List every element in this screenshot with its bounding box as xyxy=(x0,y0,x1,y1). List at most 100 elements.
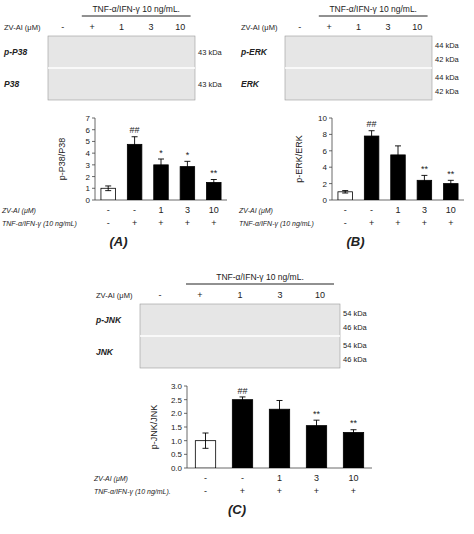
header-line xyxy=(319,16,428,17)
error-cap xyxy=(132,136,138,137)
error-bar xyxy=(342,191,348,193)
panel-title: (A) xyxy=(109,234,127,249)
error-cap xyxy=(369,141,375,142)
error-cap xyxy=(158,159,164,160)
lane-label: ZV-AI (μM) xyxy=(96,291,133,300)
category-row-label: ZV-AI (μM) xyxy=(1,207,36,215)
bar xyxy=(364,136,379,200)
y-tick xyxy=(184,468,187,469)
blot-header: TNF-α/IFN-γ 10 ng/mL. xyxy=(216,272,304,282)
error-cap xyxy=(351,435,357,436)
x-tick-label: 1 xyxy=(395,205,400,215)
y-axis-label: p-JNK/JNK xyxy=(149,405,159,450)
lane-tick: - xyxy=(298,22,301,32)
y-tick xyxy=(92,200,95,201)
error-line xyxy=(371,131,372,142)
lane-tick: + xyxy=(89,22,94,32)
category-row-label: TNF-α/IFN-γ (10 ng/mL) xyxy=(2,220,77,228)
panel: TNF-α/IFN-γ 10 ng/mL. ZV-AI (μM) - +1 3 1 0 p-P… xyxy=(1,4,227,249)
lane-tick: + xyxy=(326,22,331,32)
error-cap xyxy=(105,190,111,191)
error-cap xyxy=(240,396,246,397)
error-cap xyxy=(184,161,190,162)
blot-header: TNF-α/IFN-γ 10 ng/mL. xyxy=(92,4,180,14)
y-tick xyxy=(92,188,95,189)
error-cap xyxy=(448,180,454,181)
y-tick xyxy=(92,164,95,165)
y-tick-label: 2.5 xyxy=(171,396,183,405)
error-cap xyxy=(351,429,357,430)
error-line xyxy=(213,180,214,186)
y-tick-label: 4 xyxy=(86,149,91,158)
blot-row-label: JNK xyxy=(96,347,114,357)
y-axis-label: p-P38/P38 xyxy=(57,138,67,181)
x-tick-label: 10 xyxy=(446,205,456,215)
error-cap xyxy=(240,402,246,403)
y-tick xyxy=(92,176,95,177)
kda-label: 46 kDa xyxy=(343,323,368,332)
x-tick-label: 10 xyxy=(348,473,358,483)
kda-label: 43 kDa xyxy=(198,80,223,89)
panel-title: (B) xyxy=(346,234,364,249)
x-tick-label: - xyxy=(107,205,110,215)
annotation: ** xyxy=(421,164,429,174)
x-tick-label: + xyxy=(211,218,216,228)
error-cap xyxy=(203,433,209,434)
x-tick-label: - xyxy=(370,205,373,215)
header-line xyxy=(186,284,334,285)
blot-header: TNF-α/IFN-γ 10 ng/mL. xyxy=(329,4,417,14)
annotation: * xyxy=(186,150,190,160)
y-tick-label: 4 xyxy=(323,163,328,172)
y-tick xyxy=(329,150,332,151)
x-tick-label: 1 xyxy=(158,205,163,215)
error-line xyxy=(353,430,354,435)
y-tick xyxy=(92,129,95,130)
error-cap xyxy=(132,151,138,152)
error-bar xyxy=(351,430,357,435)
lane-tick: 1 xyxy=(119,22,124,32)
y-tick-label: 0 xyxy=(86,196,91,205)
y-tick xyxy=(92,118,95,119)
y-tick-label: 8 xyxy=(323,130,328,139)
y-tick-label: 0 xyxy=(323,196,328,205)
lane-tick: 10 xyxy=(412,22,422,32)
annotation: ## xyxy=(367,119,377,129)
error-cap xyxy=(448,186,454,187)
error-cap xyxy=(277,400,283,401)
blot-row-label: p-JNK xyxy=(95,315,122,325)
annotation: * xyxy=(159,148,163,158)
x-tick-label: 1 xyxy=(277,473,282,483)
error-cap xyxy=(342,193,348,194)
category-row-label: TNF-α/IFN-γ (10 ng/mL). xyxy=(94,488,171,496)
bar xyxy=(338,192,353,200)
figure: TNF-α/IFN-γ 10 ng/mL.ZV-AI (μM)-+1310p-P… xyxy=(0,0,474,534)
y-tick xyxy=(329,118,332,119)
error-cap xyxy=(105,185,111,186)
y-tick xyxy=(184,440,187,441)
error-cap xyxy=(277,417,283,418)
lane-tick: 3 xyxy=(148,22,153,32)
error-bar xyxy=(314,420,320,431)
error-cap xyxy=(369,130,375,131)
x-tick-label: + xyxy=(158,218,163,228)
y-tick xyxy=(184,427,187,428)
kda-label: 42 kDa xyxy=(435,55,460,64)
x-tick-label: - xyxy=(133,205,136,215)
y-tick-label: 5 xyxy=(86,137,91,146)
error-bar xyxy=(421,175,427,185)
x-tick-label: + xyxy=(132,218,137,228)
x-tick-label: + xyxy=(395,218,400,228)
error-cap xyxy=(314,420,320,421)
lane-tick: + xyxy=(197,290,202,300)
y-tick-label: 7 xyxy=(86,114,91,123)
y-tick-label: 3.0 xyxy=(171,382,183,391)
y-tick xyxy=(329,167,332,168)
error-bar xyxy=(184,161,190,172)
error-line xyxy=(398,146,399,164)
y-tick-label: 1 xyxy=(86,184,91,193)
y-tick-label: 0.0 xyxy=(171,464,183,473)
error-line xyxy=(205,433,206,448)
category-row-label: ZV-AI (μM) xyxy=(93,475,128,483)
blot-frame xyxy=(140,304,340,368)
x-tick-label: - xyxy=(344,218,347,228)
